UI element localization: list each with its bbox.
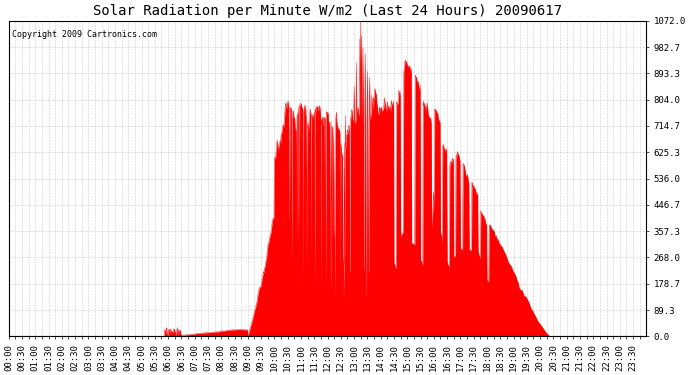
Text: Copyright 2009 Cartronics.com: Copyright 2009 Cartronics.com <box>12 30 157 39</box>
Title: Solar Radiation per Minute W/m2 (Last 24 Hours) 20090617: Solar Radiation per Minute W/m2 (Last 24… <box>93 4 562 18</box>
